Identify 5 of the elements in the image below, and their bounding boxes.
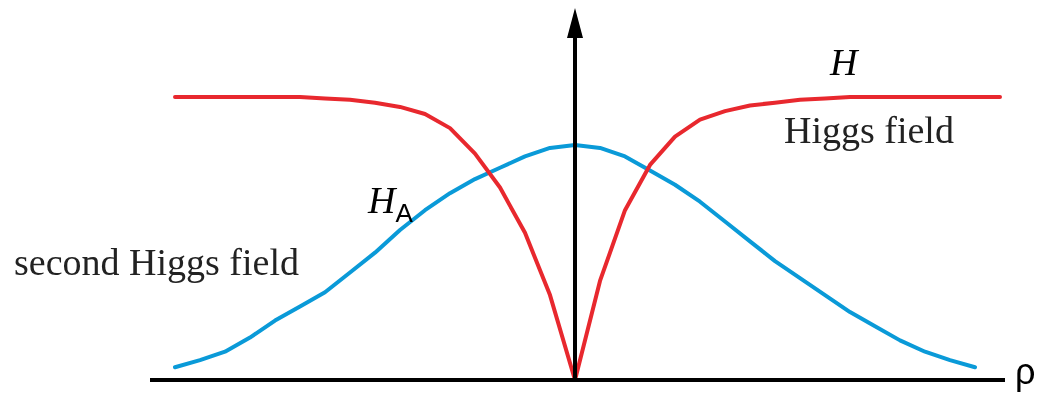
series-label: H: [830, 41, 858, 83]
annotation: second Higgs field: [14, 241, 299, 283]
annotation: Higgs field: [784, 109, 954, 151]
x-axis-title: ρ: [1015, 350, 1036, 392]
series-label: H$_{A}$: [368, 179, 413, 228]
